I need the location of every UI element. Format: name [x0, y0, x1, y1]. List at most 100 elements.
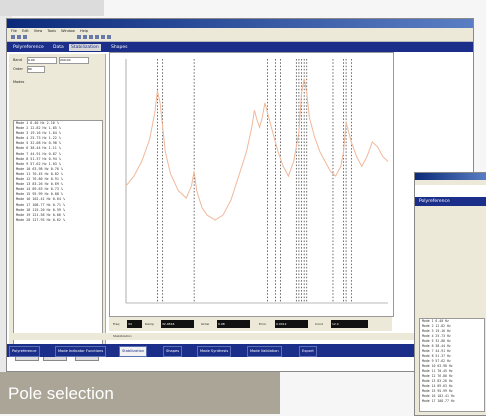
second-window-mode-list[interactable]: Mode 1 6.40 Hz Mode 2 12.82 Hz Mode 3 19… [419, 318, 485, 412]
list-item[interactable]: Mode 13 83.26 Hz [422, 379, 453, 383]
menu-tools[interactable]: Tools [47, 29, 56, 33]
list-item[interactable]: Mode 1 6.40 Hz [422, 319, 449, 323]
step-mode-validation[interactable]: Mode Validation [247, 346, 282, 357]
caption-text: Pole selection [8, 384, 114, 403]
second-window-title-bar [415, 173, 486, 180]
list-item[interactable]: Mode 2 12.82 Hz [422, 324, 451, 328]
left-panel: Band 0.00 200.00 Order 80 Modes Mode 1 6… [9, 54, 106, 361]
freq-label: Freq [113, 322, 120, 326]
chart-canvas[interactable] [110, 53, 393, 316]
list-item[interactable]: Mode 8 51.37 Hz 0.94 % [16, 156, 61, 161]
list-item[interactable]: Mode 11 70.45 Hz [422, 369, 453, 373]
tab-stabilization[interactable]: Stabilization [69, 44, 101, 51]
list-item[interactable]: Mode 6 38.44 Hz [422, 344, 451, 348]
list-item[interactable]: Mode 3 19.16 Hz [422, 329, 451, 333]
order-field[interactable]: 80 [27, 66, 45, 73]
list-item[interactable]: Mode 10 63.98 Hz [422, 364, 453, 368]
step-shapes[interactable]: Shapes [163, 346, 183, 357]
list-item[interactable]: Mode 5 32.08 Hz 0.98 % [16, 141, 61, 146]
list-item[interactable]: Mode 7 44.91 Hz [422, 349, 451, 353]
tab-polyreference[interactable]: Polyreference [13, 45, 44, 50]
plot-background [110, 53, 393, 316]
menu-window[interactable]: Window [61, 29, 75, 33]
workflow-step-bar: Polyreference Mode Indicator Functions S… [7, 344, 473, 357]
value-bar: Freq 34 Damp 32.0816 Order 0.98 Error 0.… [109, 317, 392, 331]
band-label: Band [13, 58, 22, 62]
second-window: Polyreference Mode 1 6.40 Hz Mode 2 12.8… [414, 172, 486, 416]
list-item[interactable]: Mode 4 25.73 Hz [422, 334, 451, 338]
list-item[interactable]: Mode 8 51.37 Hz [422, 354, 451, 358]
second-window-panel: Mode 1 6.40 Hz Mode 2 12.82 Hz Mode 3 19… [415, 206, 486, 415]
menu-file[interactable]: File [11, 29, 17, 33]
list-item[interactable]: Mode 1 6.40 Hz 2.10 % [16, 121, 59, 125]
list-item[interactable]: Mode 6 38.44 Hz 1.11 % [16, 146, 61, 151]
menu-help[interactable]: Help [80, 29, 88, 33]
list-item[interactable]: Mode 12 76.80 Hz [422, 374, 453, 378]
freq-field[interactable]: 34 [127, 320, 142, 328]
settings-icon[interactable] [107, 35, 111, 39]
tab-shapes[interactable]: Shapes [111, 45, 128, 50]
list-item[interactable]: Mode 9 57.62 Hz [422, 359, 451, 363]
list-item[interactable]: Mode 19 121.58 Hz 0.66 % [16, 212, 65, 217]
frf-curve [125, 78, 389, 221]
list-item[interactable]: Mode 10 63.98 Hz 0.76 % [16, 166, 63, 171]
list-item[interactable]: Mode 16 102.41 Hz 0.64 % [16, 197, 65, 202]
grid-icon[interactable] [89, 35, 93, 39]
stabilization-chart[interactable] [109, 52, 394, 317]
list-item[interactable]: Mode 17 108.77 Hz 0.71 % [16, 202, 65, 207]
list-item[interactable]: Mode 5 32.08 Hz [422, 339, 451, 343]
second-window-tab-polyreference[interactable]: Polyreference [419, 199, 450, 204]
list-item[interactable]: Mode 4 25.73 Hz 1.22 % [16, 136, 61, 141]
list-item[interactable]: Mode 17 108.77 Hz [422, 399, 455, 403]
print-icon[interactable] [23, 35, 27, 39]
band-min-field[interactable]: 0.00 [27, 57, 57, 64]
list-item[interactable]: Mode 20 127.93 Hz 0.62 % [16, 217, 65, 222]
list-item[interactable]: Mode 13 83.26 Hz 0.69 % [16, 182, 63, 187]
step-export[interactable]: Export [299, 346, 317, 357]
order-label: Order [13, 67, 23, 71]
tab-bar: Polyreference Data Stabilization Shapes [7, 42, 473, 52]
step-polyreference[interactable]: Polyreference [9, 346, 40, 357]
menu-edit[interactable]: Edit [21, 29, 29, 33]
open-icon[interactable] [11, 35, 15, 39]
title-bar [7, 19, 473, 28]
list-item[interactable]: Mode 3 19.16 Hz 1.64 % [16, 131, 61, 136]
list-item[interactable]: Mode 15 95.99 Hz [422, 389, 453, 393]
list-item[interactable]: Mode 2 12.82 Hz 1.85 % [16, 126, 61, 131]
cond-label: Cond [315, 322, 323, 326]
damp-label: Damp [145, 322, 154, 326]
list-item[interactable]: Mode 14 89.63 Hz 0.73 % [16, 187, 63, 192]
tab-data[interactable]: Data [53, 45, 64, 50]
status-bar: Stabilization [9, 333, 471, 340]
status-text: Stabilization [113, 334, 132, 338]
step-mode-synthesis[interactable]: Mode Synthesis [197, 346, 232, 357]
cursor-icon[interactable] [83, 35, 87, 39]
top-left-edge-strip [0, 0, 104, 16]
menu-view[interactable]: View [33, 29, 43, 33]
table-icon[interactable] [101, 35, 105, 39]
step-mode-indicator[interactable]: Mode Indicator Functions [55, 346, 107, 357]
modes-label: Modes [13, 80, 25, 84]
error-field[interactable]: 0.0012 [275, 320, 308, 328]
mode-list[interactable]: Mode 1 6.40 Hz 2.10 % Mode 2 12.82 Hz 1.… [13, 120, 103, 350]
cond-field[interactable]: 12.4 [331, 320, 368, 328]
chart-icon[interactable] [95, 35, 99, 39]
list-item[interactable]: Mode 14 89.63 Hz [422, 384, 453, 388]
list-item[interactable]: Mode 12 76.80 Hz 0.91 % [16, 177, 63, 182]
list-item[interactable]: Mode 15 95.99 Hz 0.88 % [16, 192, 63, 197]
list-item[interactable]: Mode 9 57.62 Hz 1.03 % [16, 161, 61, 166]
save-icon[interactable] [17, 35, 21, 39]
order-value-label: Order [201, 322, 210, 326]
step-stabilization[interactable]: Stabilization [119, 346, 148, 357]
list-item[interactable]: Mode 16 102.41 Hz [422, 394, 455, 398]
order-value-field[interactable]: 0.98 [217, 320, 250, 328]
list-item[interactable]: Mode 18 115.20 Hz 0.59 % [16, 207, 65, 212]
list-item[interactable]: Mode 7 44.91 Hz 0.87 % [16, 151, 61, 156]
list-item[interactable]: Mode 11 70.45 Hz 0.82 % [16, 171, 63, 176]
toolbar [7, 34, 473, 42]
damp-field[interactable]: 32.0816 [161, 320, 194, 328]
band-max-field[interactable]: 200.00 [59, 57, 89, 64]
error-label: Error [259, 322, 267, 326]
second-window-tab-bar: Polyreference [415, 197, 486, 206]
zoom-icon[interactable] [77, 35, 81, 39]
